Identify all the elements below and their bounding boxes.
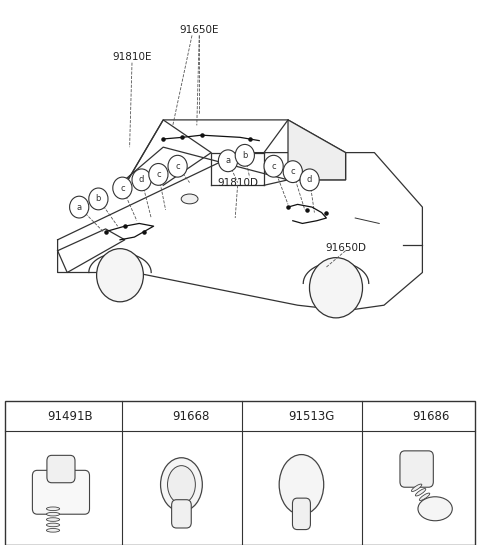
Text: b: b — [96, 195, 101, 203]
Text: c: c — [271, 162, 276, 171]
Circle shape — [235, 144, 254, 166]
Text: c: c — [156, 170, 161, 179]
Circle shape — [113, 177, 132, 199]
Text: 91650E: 91650E — [180, 25, 219, 35]
Point — [159, 135, 167, 143]
Text: d: d — [139, 175, 144, 184]
Ellipse shape — [420, 493, 430, 500]
Point — [323, 208, 330, 217]
Circle shape — [377, 405, 398, 429]
Text: 91810E: 91810E — [112, 52, 152, 62]
Text: 91650D: 91650D — [325, 243, 366, 253]
Text: c: c — [120, 184, 125, 192]
Circle shape — [89, 188, 108, 210]
Ellipse shape — [47, 518, 60, 522]
Circle shape — [137, 405, 158, 429]
Text: b: b — [242, 151, 248, 160]
Circle shape — [168, 155, 187, 177]
Ellipse shape — [181, 194, 198, 204]
Text: c: c — [290, 167, 295, 176]
Circle shape — [218, 150, 238, 172]
Circle shape — [310, 258, 362, 318]
Ellipse shape — [279, 455, 324, 514]
Polygon shape — [288, 120, 346, 180]
Ellipse shape — [418, 497, 452, 521]
Text: 91668: 91668 — [172, 410, 210, 423]
Circle shape — [96, 249, 144, 302]
Ellipse shape — [168, 465, 195, 504]
Circle shape — [17, 405, 38, 429]
Ellipse shape — [427, 502, 438, 510]
Ellipse shape — [415, 488, 426, 496]
Point — [140, 227, 148, 236]
Text: a: a — [226, 156, 230, 165]
Ellipse shape — [47, 529, 60, 532]
Ellipse shape — [47, 512, 60, 516]
FancyBboxPatch shape — [47, 456, 75, 483]
FancyBboxPatch shape — [33, 470, 89, 514]
FancyBboxPatch shape — [5, 401, 475, 545]
Circle shape — [264, 155, 283, 177]
Text: 91491B: 91491B — [48, 410, 94, 423]
Text: c: c — [175, 162, 180, 171]
Point — [284, 203, 292, 211]
Text: a: a — [24, 412, 30, 422]
Text: 91686: 91686 — [412, 410, 450, 423]
Text: 91513G: 91513G — [288, 410, 334, 423]
Point — [179, 133, 186, 142]
Point — [246, 135, 253, 143]
Point — [121, 222, 129, 231]
Ellipse shape — [47, 523, 60, 526]
Text: a: a — [77, 203, 82, 211]
Point — [303, 205, 311, 214]
Ellipse shape — [47, 507, 60, 511]
Point — [198, 131, 205, 140]
Circle shape — [149, 164, 168, 185]
Circle shape — [300, 169, 319, 191]
Ellipse shape — [411, 484, 422, 492]
Ellipse shape — [160, 458, 203, 511]
Circle shape — [70, 196, 89, 218]
Circle shape — [283, 161, 302, 183]
Text: 91810D: 91810D — [217, 178, 258, 187]
Ellipse shape — [423, 498, 434, 505]
Text: c: c — [265, 412, 271, 422]
Text: b: b — [144, 412, 151, 422]
FancyBboxPatch shape — [292, 498, 311, 530]
FancyBboxPatch shape — [400, 451, 433, 487]
Text: d: d — [385, 412, 391, 422]
Text: d: d — [307, 175, 312, 184]
Point — [102, 227, 109, 236]
FancyBboxPatch shape — [172, 500, 191, 528]
Circle shape — [132, 169, 151, 191]
Circle shape — [257, 405, 278, 429]
